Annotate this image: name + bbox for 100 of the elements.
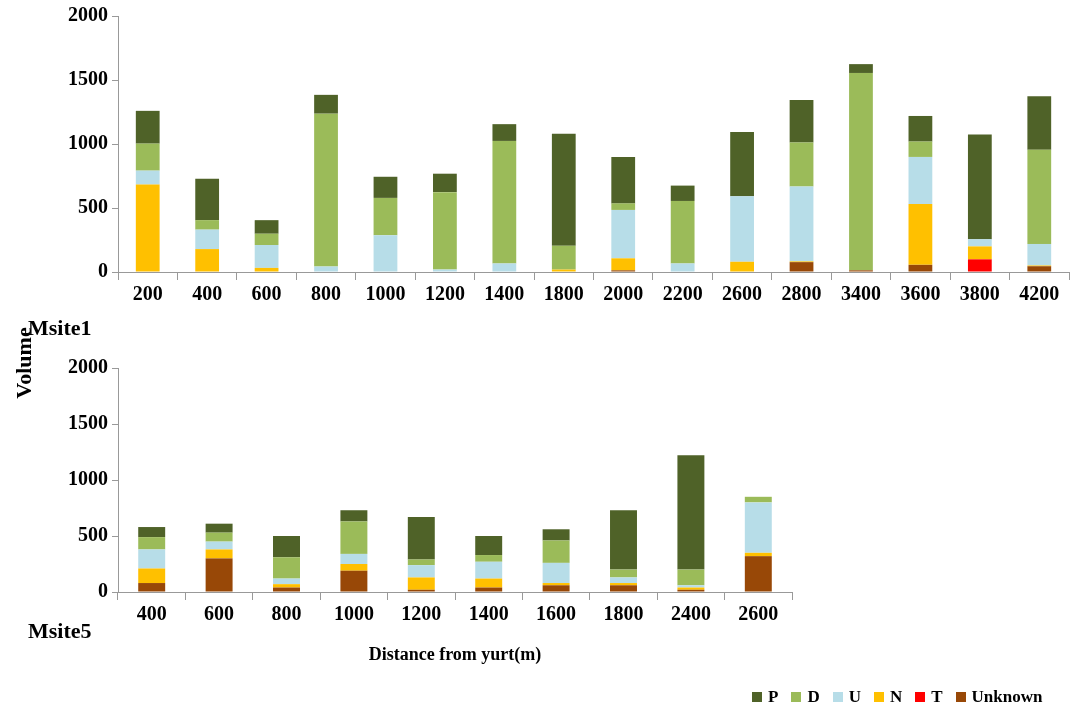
x-tick-label: 200 bbox=[132, 282, 163, 305]
bar bbox=[407, 565, 435, 578]
x-tick-label: 2000 bbox=[603, 282, 644, 305]
bar bbox=[135, 110, 160, 144]
legend-label: Unknown bbox=[971, 687, 1043, 707]
bar bbox=[1027, 266, 1052, 272]
bar bbox=[551, 245, 576, 270]
legend-label: N bbox=[889, 687, 903, 707]
bar bbox=[475, 555, 503, 562]
bar bbox=[407, 577, 435, 590]
bar bbox=[730, 196, 754, 262]
bar bbox=[677, 569, 705, 586]
bar bbox=[908, 204, 933, 265]
y-tick-label: 2000 bbox=[68, 3, 108, 26]
bar bbox=[138, 527, 166, 538]
legend-label: U bbox=[848, 687, 861, 707]
x-tick-label: 400 bbox=[136, 602, 167, 625]
legend-label: T bbox=[931, 687, 943, 707]
bar bbox=[789, 262, 814, 272]
bar bbox=[273, 557, 300, 579]
bar bbox=[610, 583, 637, 586]
bar bbox=[373, 197, 398, 236]
x-tick-label: 2400 bbox=[670, 602, 711, 625]
x-tick-label: 1000 bbox=[365, 282, 406, 305]
bar bbox=[542, 585, 570, 592]
x-tick-label: 3800 bbox=[959, 282, 1000, 305]
bar bbox=[967, 259, 992, 272]
bar bbox=[492, 263, 517, 272]
bar bbox=[908, 264, 933, 272]
bar bbox=[908, 141, 933, 157]
bar bbox=[205, 549, 233, 559]
bar bbox=[1027, 96, 1052, 150]
bar bbox=[273, 584, 300, 588]
bar bbox=[135, 184, 160, 272]
bar bbox=[908, 156, 933, 205]
x-axis-title: Distance from yurt(m) bbox=[367, 644, 543, 665]
bar bbox=[670, 200, 695, 264]
bar bbox=[908, 115, 933, 142]
y-tick-label: 2000 bbox=[68, 355, 108, 378]
x-tick-label: 1600 bbox=[536, 602, 577, 625]
bar bbox=[542, 540, 570, 563]
bar bbox=[340, 521, 368, 554]
bar bbox=[138, 537, 166, 550]
bar bbox=[138, 549, 166, 569]
x-tick-label: 1000 bbox=[333, 602, 374, 625]
bar bbox=[254, 267, 279, 272]
bar bbox=[135, 170, 160, 185]
bar bbox=[967, 134, 992, 240]
bar bbox=[611, 156, 636, 204]
bar bbox=[254, 233, 279, 245]
bar bbox=[205, 532, 233, 542]
bar bbox=[373, 235, 398, 272]
bar bbox=[433, 173, 457, 193]
x-tick-label: 1800 bbox=[603, 602, 644, 625]
bar bbox=[433, 192, 457, 270]
bar bbox=[195, 220, 220, 230]
bar bbox=[789, 186, 814, 262]
bar bbox=[407, 516, 435, 560]
y-tick-label: 1000 bbox=[68, 131, 108, 154]
bar bbox=[138, 583, 166, 592]
bar bbox=[610, 569, 637, 578]
bar bbox=[475, 561, 503, 579]
bar bbox=[340, 564, 368, 571]
bar bbox=[475, 578, 503, 588]
bar bbox=[849, 72, 873, 271]
bar bbox=[610, 577, 637, 584]
x-tick-label: 4200 bbox=[1019, 282, 1060, 305]
bar bbox=[475, 587, 503, 592]
bar bbox=[314, 94, 338, 114]
x-tick-label: 600 bbox=[251, 282, 282, 305]
x-tick-label: 2600 bbox=[722, 282, 763, 305]
bar bbox=[273, 587, 300, 592]
x-tick-label: 3400 bbox=[840, 282, 881, 305]
bar bbox=[492, 140, 517, 264]
x-tick-label: 800 bbox=[311, 282, 342, 305]
bar bbox=[205, 541, 233, 550]
y-tick-label: 0 bbox=[98, 259, 108, 282]
bar bbox=[254, 244, 279, 268]
bar bbox=[849, 64, 873, 73]
bar bbox=[195, 178, 220, 221]
bar bbox=[610, 585, 637, 592]
bar bbox=[135, 143, 160, 171]
bar bbox=[730, 132, 754, 197]
x-tick-label: 1200 bbox=[401, 602, 442, 625]
y-tick-label: 1000 bbox=[68, 467, 108, 490]
bar bbox=[744, 502, 772, 553]
bar bbox=[670, 185, 695, 201]
bar bbox=[789, 142, 814, 187]
bar bbox=[610, 510, 637, 570]
bar bbox=[195, 249, 220, 272]
y-tick-label: 500 bbox=[78, 523, 108, 546]
legend-label: P bbox=[768, 687, 779, 707]
bar bbox=[340, 510, 368, 522]
legend-label: D bbox=[807, 687, 820, 707]
bar bbox=[670, 263, 695, 272]
bar bbox=[542, 562, 570, 584]
bar bbox=[373, 176, 398, 198]
bar bbox=[254, 220, 279, 234]
bar bbox=[205, 558, 233, 592]
bar bbox=[611, 209, 636, 259]
